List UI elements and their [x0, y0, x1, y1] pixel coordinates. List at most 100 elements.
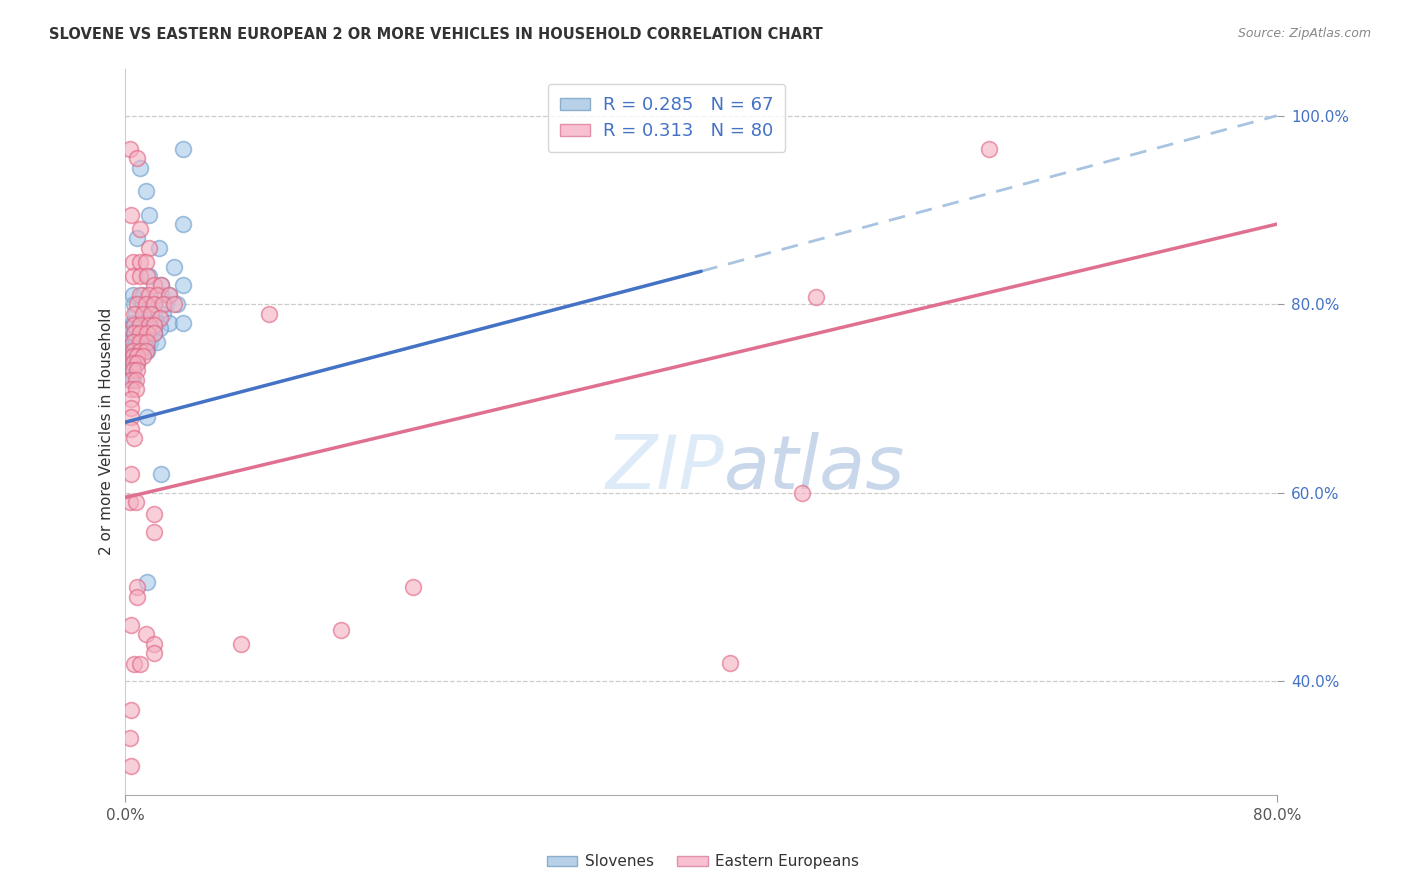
Point — [149, 321, 172, 335]
Point — [121, 288, 143, 302]
Point — [128, 326, 150, 340]
Point — [125, 344, 148, 359]
Point — [143, 297, 166, 311]
Point — [128, 318, 150, 332]
Point — [143, 646, 166, 660]
Point — [135, 344, 157, 359]
Point — [121, 316, 143, 330]
Point — [152, 297, 174, 311]
Point — [143, 507, 166, 521]
Point — [138, 318, 160, 332]
Point — [143, 525, 166, 540]
Point — [122, 657, 145, 672]
Point — [132, 297, 155, 311]
Point — [155, 297, 177, 311]
Point — [120, 410, 142, 425]
Point — [128, 161, 150, 175]
Point — [121, 356, 143, 370]
Point — [138, 316, 160, 330]
Point — [163, 297, 186, 311]
Point — [124, 382, 146, 396]
Point — [120, 618, 142, 632]
Point — [121, 363, 143, 377]
Point — [150, 467, 173, 481]
Point — [136, 575, 159, 590]
Point — [125, 151, 148, 165]
Point — [120, 208, 142, 222]
Point — [135, 307, 157, 321]
Point — [118, 349, 141, 363]
Point — [136, 344, 159, 359]
Point — [141, 307, 163, 321]
Point — [120, 467, 142, 481]
Text: Source: ZipAtlas.com: Source: ZipAtlas.com — [1237, 27, 1371, 40]
Point — [718, 656, 741, 670]
Point — [124, 307, 146, 321]
Point — [139, 334, 162, 349]
Point — [122, 318, 145, 332]
Point — [150, 278, 173, 293]
Point — [146, 288, 169, 302]
Point — [124, 373, 146, 387]
Legend: R = 0.285   N = 67, R = 0.313   N = 80: R = 0.285 N = 67, R = 0.313 N = 80 — [548, 84, 785, 152]
Point — [125, 321, 148, 335]
Point — [172, 217, 194, 231]
Point — [122, 334, 145, 349]
Point — [157, 316, 180, 330]
Point — [143, 326, 166, 340]
Point — [121, 344, 143, 359]
Point — [132, 349, 155, 363]
Point — [121, 255, 143, 269]
Point — [118, 495, 141, 509]
Point — [125, 580, 148, 594]
Point — [135, 627, 157, 641]
Point — [122, 340, 145, 354]
Point — [122, 326, 145, 340]
Point — [128, 340, 150, 354]
Point — [330, 623, 353, 637]
Point — [152, 307, 174, 321]
Point — [125, 349, 148, 363]
Point — [136, 326, 159, 340]
Point — [136, 410, 159, 425]
Point — [150, 288, 173, 302]
Point — [977, 142, 1000, 156]
Point — [146, 316, 169, 330]
Point — [134, 334, 156, 349]
Point — [157, 288, 180, 302]
Point — [138, 288, 160, 302]
Point — [128, 268, 150, 283]
Point — [806, 290, 828, 304]
Point — [166, 297, 188, 311]
Legend: Slovenes, Eastern Europeans: Slovenes, Eastern Europeans — [541, 848, 865, 875]
Point — [125, 231, 148, 245]
Point — [121, 356, 143, 370]
Point — [128, 334, 150, 349]
Point — [125, 349, 148, 363]
Point — [141, 321, 163, 335]
Point — [138, 241, 160, 255]
Point — [132, 344, 155, 359]
Point — [259, 307, 281, 321]
Point — [128, 344, 150, 359]
Point — [143, 278, 166, 293]
Point — [150, 278, 173, 293]
Point — [138, 268, 160, 283]
Point — [118, 340, 141, 354]
Point — [163, 260, 186, 274]
Point — [132, 288, 155, 302]
Point — [127, 334, 149, 349]
Point — [124, 495, 146, 509]
Point — [120, 373, 142, 387]
Point — [136, 326, 159, 340]
Point — [122, 431, 145, 445]
Point — [122, 307, 145, 321]
Point — [121, 349, 143, 363]
Point — [125, 590, 148, 604]
Point — [120, 321, 142, 335]
Point — [125, 297, 148, 311]
Point — [121, 334, 143, 349]
Point — [121, 344, 143, 359]
Point — [118, 344, 141, 359]
Point — [148, 241, 170, 255]
